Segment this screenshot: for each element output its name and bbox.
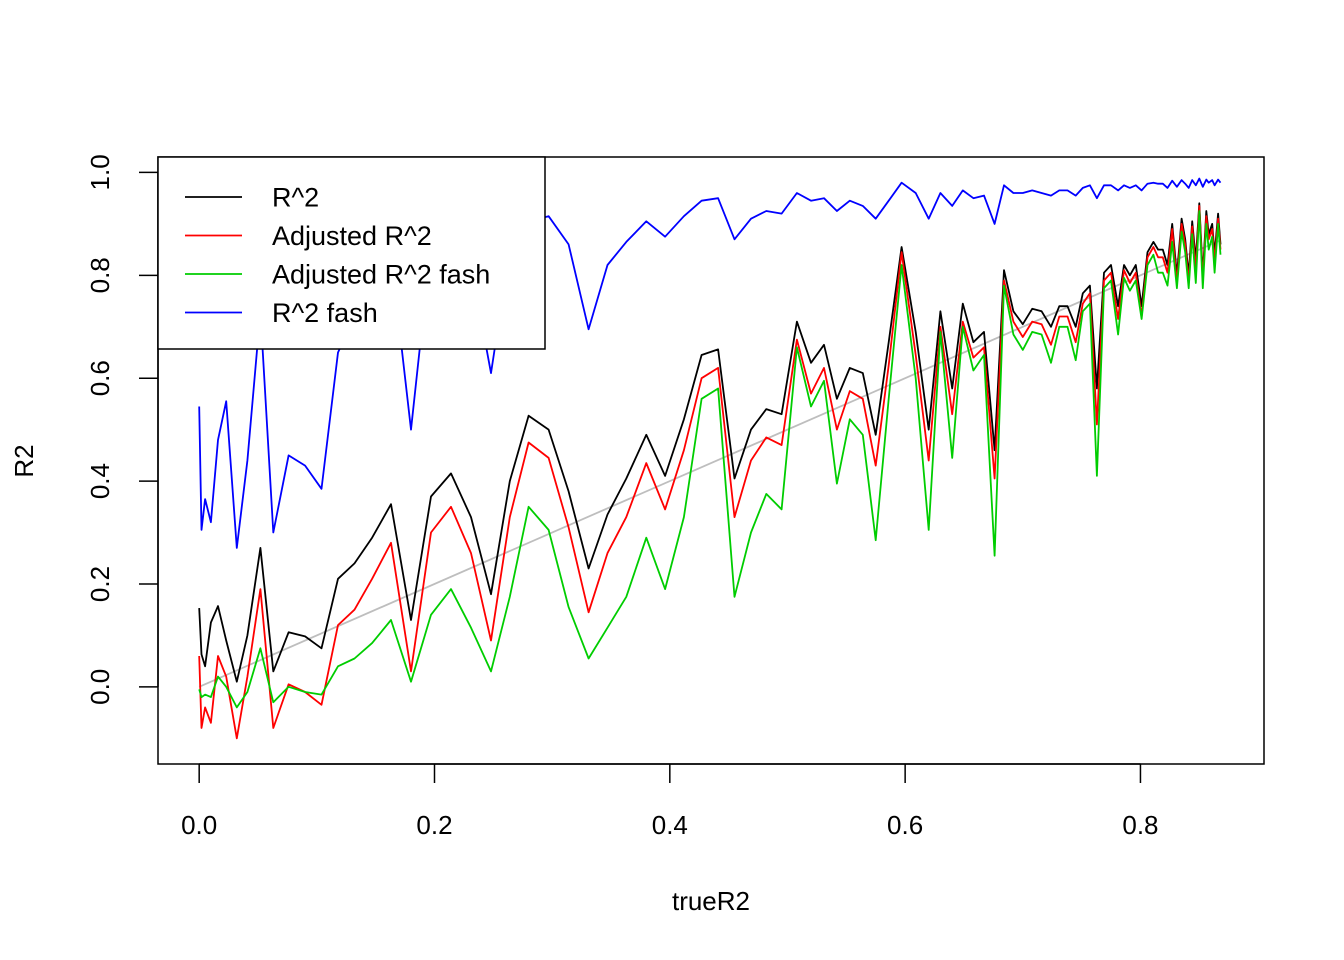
legend: R^2 Adjusted R^2 Adjusted R^2 fash R^2 fash [157, 156, 546, 350]
y-axis: 0.0 0.2 0.4 0.6 0.8 1.0 [85, 154, 159, 705]
legend-box [157, 156, 546, 350]
x-tick-label-1: 0.2 [416, 810, 452, 840]
legend-label-2: Adjusted R^2 fash [272, 260, 490, 290]
x-tick-label-2: 0.4 [652, 810, 688, 840]
x-tick-label-0: 0.0 [181, 810, 217, 840]
y-tick-label-3: 0.6 [85, 360, 115, 396]
legend-label-0: R^2 [272, 183, 319, 213]
series-line-1 [198, 204, 1222, 740]
x-axis: 0.0 0.2 0.4 0.6 0.8 [181, 763, 1159, 840]
legend-label-3: R^2 fash [272, 298, 378, 328]
x-tick-label-4: 0.8 [1122, 810, 1158, 840]
reference-line [198, 239, 1221, 688]
y-tick-label-1: 0.2 [85, 566, 115, 602]
reference-line-layer [198, 239, 1221, 688]
y-tick-label-0: 0.0 [85, 669, 115, 705]
y-tick-label-5: 1.0 [85, 154, 115, 190]
series-line-0 [198, 202, 1222, 683]
legend-label-1: Adjusted R^2 [272, 221, 432, 251]
y-axis-label: R2 [9, 444, 39, 477]
series-line-2 [198, 210, 1222, 709]
y-tick-label-2: 0.4 [85, 463, 115, 499]
x-axis-label: trueR2 [672, 886, 750, 916]
x-tick-label-3: 0.6 [887, 810, 923, 840]
y-tick-label-4: 0.8 [85, 257, 115, 293]
